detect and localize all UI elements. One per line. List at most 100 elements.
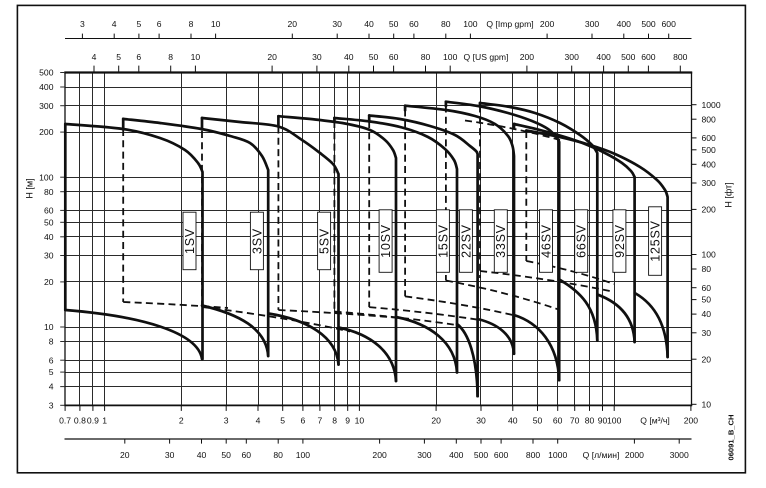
svg-text:200: 200	[702, 205, 717, 215]
svg-text:400: 400	[449, 450, 464, 460]
svg-text:40: 40	[702, 309, 712, 319]
svg-text:600: 600	[662, 19, 677, 29]
svg-text:5: 5	[116, 52, 121, 62]
svg-text:40: 40	[197, 450, 207, 460]
svg-text:Q [м³/ч]: Q [м³/ч]	[640, 416, 669, 426]
svg-text:30: 30	[165, 450, 175, 460]
svg-text:46SV: 46SV	[539, 224, 553, 258]
svg-text:80: 80	[44, 187, 54, 197]
svg-text:60: 60	[389, 52, 399, 62]
svg-text:800: 800	[702, 114, 717, 124]
svg-text:500: 500	[39, 68, 54, 78]
svg-text:Q [л/мин]: Q [л/мин]	[583, 450, 620, 460]
svg-text:125SV: 125SV	[649, 220, 663, 262]
svg-text:70: 70	[570, 416, 580, 426]
svg-text:600: 600	[641, 52, 656, 62]
svg-text:80: 80	[421, 52, 431, 62]
svg-text:8: 8	[49, 337, 54, 347]
svg-text:100: 100	[463, 19, 478, 29]
svg-text:3000: 3000	[670, 450, 689, 460]
svg-text:50: 50	[369, 52, 379, 62]
svg-text:50: 50	[533, 416, 543, 426]
svg-text:4: 4	[92, 52, 97, 62]
svg-text:30: 30	[476, 416, 486, 426]
svg-text:300: 300	[585, 19, 600, 29]
svg-text:80: 80	[273, 450, 283, 460]
svg-text:60: 60	[44, 206, 54, 216]
svg-text:500: 500	[702, 145, 717, 155]
svg-text:3SV: 3SV	[250, 228, 264, 254]
svg-text:10SV: 10SV	[379, 224, 393, 258]
svg-text:50: 50	[702, 295, 712, 305]
svg-text:400: 400	[39, 82, 54, 92]
svg-text:4: 4	[256, 416, 261, 426]
svg-text:300: 300	[702, 178, 717, 188]
svg-text:400: 400	[596, 52, 611, 62]
svg-text:7: 7	[318, 416, 323, 426]
svg-text:06091_B_CH: 06091_B_CH	[727, 414, 736, 460]
svg-text:200: 200	[540, 19, 555, 29]
svg-text:0.9: 0.9	[87, 416, 99, 426]
svg-text:Q [US gpm]: Q [US gpm]	[464, 52, 509, 62]
svg-text:66SV: 66SV	[575, 224, 589, 258]
svg-text:30: 30	[702, 328, 712, 338]
svg-text:8: 8	[332, 416, 337, 426]
svg-text:4: 4	[49, 382, 54, 392]
svg-text:20: 20	[288, 19, 298, 29]
svg-text:500: 500	[641, 19, 656, 29]
svg-text:9: 9	[345, 416, 350, 426]
svg-text:30: 30	[44, 251, 54, 261]
svg-text:50: 50	[44, 217, 54, 227]
svg-text:10: 10	[211, 19, 221, 29]
svg-text:800: 800	[673, 52, 688, 62]
svg-text:60: 60	[409, 19, 419, 29]
svg-text:1000: 1000	[548, 450, 567, 460]
svg-text:90: 90	[598, 416, 608, 426]
svg-text:22SV: 22SV	[459, 224, 473, 258]
svg-text:60: 60	[242, 450, 252, 460]
svg-text:3: 3	[49, 400, 54, 410]
svg-text:80: 80	[585, 416, 595, 426]
svg-text:1: 1	[102, 416, 107, 426]
svg-text:5: 5	[137, 19, 142, 29]
svg-text:92SV: 92SV	[613, 224, 627, 258]
svg-text:3: 3	[80, 19, 85, 29]
svg-text:H [фт]: H [фт]	[724, 182, 734, 207]
svg-text:100: 100	[607, 416, 622, 426]
svg-text:600: 600	[494, 450, 509, 460]
svg-text:500: 500	[621, 52, 636, 62]
svg-text:200: 200	[39, 127, 54, 137]
svg-text:400: 400	[702, 159, 717, 169]
svg-text:80: 80	[441, 19, 451, 29]
svg-text:6: 6	[301, 416, 306, 426]
svg-text:15SV: 15SV	[436, 224, 450, 258]
svg-text:10: 10	[44, 322, 54, 332]
svg-text:10: 10	[191, 52, 201, 62]
svg-text:20: 20	[702, 354, 712, 364]
svg-text:0.8: 0.8	[74, 416, 86, 426]
svg-text:100: 100	[443, 52, 458, 62]
svg-text:300: 300	[565, 52, 580, 62]
svg-text:1SV: 1SV	[183, 228, 197, 254]
svg-text:600: 600	[702, 133, 717, 143]
svg-text:30: 30	[332, 19, 342, 29]
svg-text:5: 5	[49, 367, 54, 377]
svg-text:100: 100	[39, 172, 54, 182]
svg-text:40: 40	[44, 232, 54, 242]
svg-text:Q [Imp gpm]: Q [Imp gpm]	[486, 19, 533, 29]
svg-text:50: 50	[389, 19, 399, 29]
svg-text:1000: 1000	[702, 100, 721, 110]
svg-text:200: 200	[372, 450, 387, 460]
svg-text:50: 50	[221, 450, 231, 460]
svg-text:10: 10	[355, 416, 365, 426]
svg-text:2: 2	[179, 416, 184, 426]
svg-text:40: 40	[344, 52, 354, 62]
svg-text:300: 300	[39, 101, 54, 111]
svg-text:400: 400	[617, 19, 632, 29]
svg-text:60: 60	[553, 416, 563, 426]
svg-text:20: 20	[267, 52, 277, 62]
svg-text:5SV: 5SV	[318, 228, 332, 254]
svg-text:2000: 2000	[625, 450, 644, 460]
svg-text:60: 60	[702, 283, 712, 293]
svg-text:200: 200	[684, 416, 699, 426]
